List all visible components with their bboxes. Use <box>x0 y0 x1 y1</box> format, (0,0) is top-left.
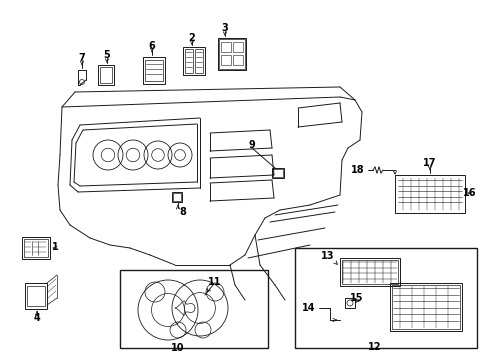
Text: 7: 7 <box>79 53 85 63</box>
Bar <box>271 168 284 178</box>
Text: 17: 17 <box>423 158 436 168</box>
Bar <box>389 283 461 331</box>
Bar <box>22 237 50 259</box>
Text: 16: 16 <box>462 188 476 198</box>
Bar <box>172 192 182 202</box>
Bar <box>145 60 163 81</box>
Bar <box>272 169 283 177</box>
Bar <box>394 175 464 213</box>
Bar <box>221 42 230 52</box>
Text: 6: 6 <box>148 41 155 51</box>
Text: 12: 12 <box>367 342 381 352</box>
Bar <box>24 239 48 257</box>
Bar <box>195 49 203 73</box>
Text: 1: 1 <box>52 242 58 252</box>
Bar <box>25 283 47 309</box>
Text: 15: 15 <box>349 293 363 303</box>
Text: 9: 9 <box>248 140 255 150</box>
Text: 14: 14 <box>302 303 315 313</box>
Bar <box>183 47 204 75</box>
Text: 8: 8 <box>179 207 186 217</box>
Bar <box>391 285 459 329</box>
Bar <box>120 270 267 348</box>
Text: 4: 4 <box>34 313 41 323</box>
Text: 11: 11 <box>208 277 221 287</box>
Bar <box>294 248 476 348</box>
Bar <box>221 55 230 65</box>
Bar <box>142 57 164 84</box>
Text: 5: 5 <box>103 50 110 60</box>
Bar <box>173 193 181 201</box>
Bar <box>100 67 112 83</box>
Text: 13: 13 <box>321 251 334 261</box>
Bar <box>27 286 45 306</box>
Bar <box>339 258 399 286</box>
Bar <box>341 260 397 284</box>
Text: 18: 18 <box>350 165 364 175</box>
Bar <box>184 49 193 73</box>
Bar <box>345 298 354 308</box>
Bar <box>232 42 243 52</box>
Text: 3: 3 <box>221 23 228 33</box>
Text: 2: 2 <box>188 33 195 43</box>
Bar <box>218 38 245 70</box>
Bar <box>232 55 243 65</box>
Bar <box>219 39 244 69</box>
Text: 10: 10 <box>171 343 184 353</box>
Bar <box>98 65 114 85</box>
